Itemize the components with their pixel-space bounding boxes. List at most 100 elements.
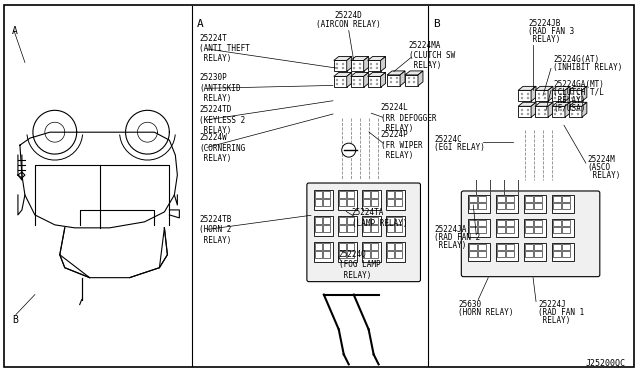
Bar [506, 196, 514, 202]
Polygon shape [418, 71, 423, 86]
Polygon shape [367, 73, 385, 76]
Text: (RAD FAN 2: (RAD FAN 2 [435, 233, 481, 242]
Bar [496, 195, 518, 213]
Bar [552, 219, 574, 237]
Bar [525, 244, 533, 250]
Text: 25224D: 25224D [335, 11, 363, 20]
Bar [371, 199, 378, 206]
Bar [497, 196, 505, 202]
Text: A: A [197, 19, 204, 29]
Bar [315, 251, 322, 258]
Text: 25224Q
(FOG LAMP
 RELAY): 25224Q (FOG LAMP RELAY) [339, 250, 380, 280]
Polygon shape [405, 71, 423, 75]
Bar [524, 195, 546, 213]
Polygon shape [565, 102, 570, 117]
Bar [395, 199, 401, 206]
Bar [469, 251, 477, 257]
Bar [553, 251, 561, 257]
Polygon shape [347, 73, 352, 87]
Bar [552, 243, 574, 261]
Polygon shape [535, 90, 548, 101]
Bar [347, 243, 354, 250]
Bar [478, 251, 486, 257]
Bar [315, 217, 322, 224]
Bar [553, 196, 561, 202]
Bar [525, 251, 533, 257]
Polygon shape [351, 57, 369, 61]
Polygon shape [381, 73, 385, 87]
Bar [347, 199, 354, 206]
Text: 25224W
(CORNERING
 RELAY): 25224W (CORNERING RELAY) [199, 133, 246, 163]
Polygon shape [518, 86, 536, 90]
Bar [534, 227, 542, 233]
Bar [506, 227, 514, 233]
Text: 25224JA: 25224JA [435, 225, 467, 234]
Bar [553, 220, 561, 226]
Bar [478, 203, 486, 209]
Polygon shape [569, 102, 587, 106]
Polygon shape [548, 86, 553, 101]
Text: (AIRCON RELAY): (AIRCON RELAY) [316, 20, 381, 29]
Polygon shape [569, 90, 582, 101]
Text: RELAY): RELAY) [553, 96, 586, 105]
Polygon shape [364, 57, 369, 71]
Bar [506, 203, 514, 209]
Bar [347, 251, 354, 258]
Bar [562, 220, 570, 226]
Bar [314, 190, 333, 210]
Bar [339, 251, 346, 258]
Bar [395, 217, 401, 224]
Bar [371, 217, 378, 224]
Bar [525, 196, 533, 202]
Polygon shape [552, 90, 565, 101]
Bar [525, 220, 533, 226]
Bar [387, 199, 394, 206]
Bar [323, 199, 330, 206]
Bar [347, 225, 354, 232]
Bar [395, 251, 401, 258]
Bar [562, 196, 570, 202]
Text: 25224C: 25224C [435, 135, 462, 144]
Bar [362, 190, 381, 210]
Polygon shape [400, 71, 405, 86]
Bar [363, 191, 370, 198]
Text: A: A [12, 26, 18, 36]
Bar [395, 243, 401, 250]
Bar [468, 243, 490, 261]
Bar [387, 225, 394, 232]
Bar [562, 251, 570, 257]
Text: 25224L
(RR DEFOGGER
 RELAY): 25224L (RR DEFOGGER RELAY) [381, 103, 436, 133]
Bar [553, 203, 561, 209]
Text: 25224JB: 25224JB [528, 19, 561, 28]
Text: 25224G(AT): 25224G(AT) [553, 55, 599, 64]
Bar [553, 244, 561, 250]
Bar [385, 216, 404, 236]
Bar [478, 227, 486, 233]
Bar [387, 191, 394, 198]
Bar [338, 216, 356, 236]
Text: 25224TB
(HORN 2
 RELAY): 25224TB (HORN 2 RELAY) [199, 215, 232, 245]
Polygon shape [565, 86, 570, 101]
Bar [469, 196, 477, 202]
Bar [395, 225, 401, 232]
Text: 25630: 25630 [458, 299, 481, 309]
Polygon shape [531, 86, 536, 101]
Bar [469, 244, 477, 250]
Bar [506, 244, 514, 250]
Bar [496, 243, 518, 261]
Bar [371, 251, 378, 258]
Polygon shape [381, 57, 385, 71]
Text: (RAD FAN 1: (RAD FAN 1 [538, 308, 584, 317]
Polygon shape [367, 57, 385, 61]
FancyBboxPatch shape [461, 191, 600, 277]
Text: 25224MA
(CLUTCH SW
 RELAY): 25224MA (CLUTCH SW RELAY) [408, 41, 455, 70]
Bar [323, 217, 330, 224]
Text: (RAD FAN 3: (RAD FAN 3 [528, 26, 574, 36]
Bar [371, 191, 378, 198]
Text: (F/USA): (F/USA) [553, 104, 586, 113]
Polygon shape [387, 75, 400, 86]
Polygon shape [334, 73, 352, 76]
Polygon shape [367, 76, 381, 87]
Text: 25224TD
(KEYLESS 2
 RELAY): 25224TD (KEYLESS 2 RELAY) [199, 105, 246, 135]
Bar [534, 244, 542, 250]
